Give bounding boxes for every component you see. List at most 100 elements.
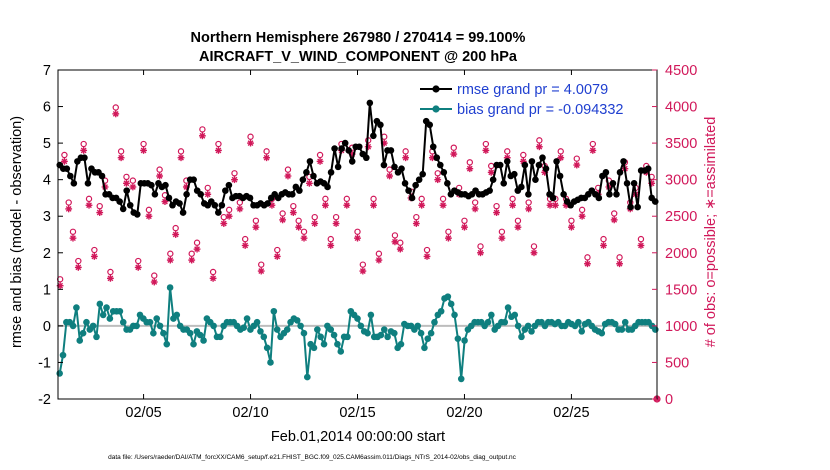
asterisk-stroke [107, 275, 114, 282]
asterisk-stroke [151, 279, 158, 285]
obs-possible-marker [637, 235, 645, 243]
asterisk-stroke [472, 206, 479, 212]
rmse-point [126, 201, 134, 209]
asterisk-stroke [220, 220, 227, 227]
rmse-point [549, 194, 557, 202]
obs-possible-marker [418, 195, 425, 203]
obs-assimilated-marker [80, 147, 88, 154]
obs-possible-marker [391, 232, 399, 239]
rmse-point [225, 181, 233, 189]
rmse-point [616, 169, 624, 176]
bias-point [357, 322, 365, 330]
right-y-axis-label: # of obs: o=possible; ∗=assimilated [703, 117, 719, 348]
obs-possible-marker [123, 173, 130, 181]
x-axis-label: Feb.01,2014 00:00:00 start [271, 429, 445, 445]
obs-assimilated-marker [509, 201, 516, 209]
rmse-point [440, 169, 448, 176]
obs-possible-marker [370, 195, 377, 203]
bias-point [447, 300, 455, 308]
obs-possible-marker [284, 166, 292, 173]
obs-possible-marker [69, 228, 77, 235]
bias-point [200, 337, 207, 344]
rmse-point [303, 169, 310, 176]
rmse-point [500, 180, 508, 187]
rmse-point [444, 180, 451, 187]
bias-point [293, 317, 301, 324]
rmse-line [59, 102, 656, 217]
rmse-point [535, 161, 543, 169]
obs-possible-marker [402, 148, 409, 155]
rmse-point [518, 183, 525, 191]
asterisk-stroke [135, 264, 142, 271]
obs-assimilated-marker [177, 154, 185, 162]
data-file-footer: data file: /Users/raeder/DAI/ATM_forcXX/… [108, 454, 517, 461]
obs-possible-marker [231, 170, 238, 177]
bias-point [79, 329, 87, 337]
left-y-tick-label: 3 [43, 209, 51, 225]
obs-possible-marker [327, 235, 334, 243]
obs-possible-marker [140, 140, 147, 148]
rmse-point [98, 172, 106, 180]
bias-point [320, 340, 328, 348]
rmse-point [510, 170, 518, 178]
rmse-point [215, 209, 222, 216]
x-tick-label: 02/25 [553, 405, 589, 421]
asterisk-stroke [236, 206, 243, 212]
obs-possible-marker [311, 213, 318, 221]
obs-possible-marker [172, 224, 179, 232]
rmse-point [310, 172, 317, 180]
right-y-tick-label: 2500 [665, 209, 697, 225]
bias-point [156, 322, 164, 330]
obs-assimilated-marker [525, 205, 533, 213]
bias-point [578, 328, 586, 335]
asterisk-stroke [269, 202, 275, 209]
bias-point [153, 315, 161, 322]
rmse-point [391, 163, 398, 171]
bias-point [300, 329, 308, 337]
left-y-axis-label: rmse and bias (model - observation) [9, 116, 25, 348]
obs-possible-marker [258, 261, 265, 268]
rmse-point [162, 181, 169, 189]
rmse-point [148, 181, 155, 189]
asterisk-stroke [493, 209, 500, 216]
bias-point [514, 322, 522, 330]
asterisk-stroke [343, 202, 350, 209]
asterisk-stroke [247, 140, 254, 147]
rmse-point [644, 165, 652, 172]
asterisk-stroke [579, 213, 586, 220]
obs-assimilated-marker [134, 264, 142, 271]
bias-point [243, 315, 251, 322]
rmse-point [595, 194, 603, 202]
bias-point [424, 335, 432, 342]
bias-point [437, 307, 445, 315]
obs-assimilated-marker [364, 143, 372, 151]
asterisk-stroke [86, 202, 92, 209]
obs-possible-marker [85, 195, 93, 203]
asterisk-stroke [140, 147, 147, 154]
obs-possible-marker [290, 202, 297, 210]
rmse-point [532, 176, 539, 183]
bias-point [146, 318, 154, 326]
obs-possible-marker [471, 199, 479, 206]
asterisk-stroke [295, 224, 302, 231]
bias-point [618, 326, 626, 333]
asterisk-stroke [167, 257, 174, 263]
bias-point [93, 333, 100, 341]
asterisk-stroke [509, 202, 516, 209]
rmse-point [355, 143, 363, 151]
left-y-tick-label: 6 [43, 100, 51, 116]
asterisk-stroke [589, 147, 596, 154]
rmse-point [408, 194, 416, 202]
bias-point [160, 329, 167, 337]
chart-title-line1: Northern Hemisphere 267980 / 270414 = 99… [191, 30, 526, 46]
asterisk-stroke [638, 242, 644, 249]
asterisk-stroke [359, 268, 366, 274]
rmse-point [264, 200, 271, 207]
rmse-point [363, 154, 370, 162]
asterisk-stroke [370, 202, 377, 209]
obs-possible-marker [536, 137, 543, 144]
obs-assimilated-marker [305, 179, 313, 187]
left-y-tick-label: -1 [38, 355, 51, 371]
rmse-point [331, 145, 338, 152]
obs-possible-marker [112, 104, 119, 111]
